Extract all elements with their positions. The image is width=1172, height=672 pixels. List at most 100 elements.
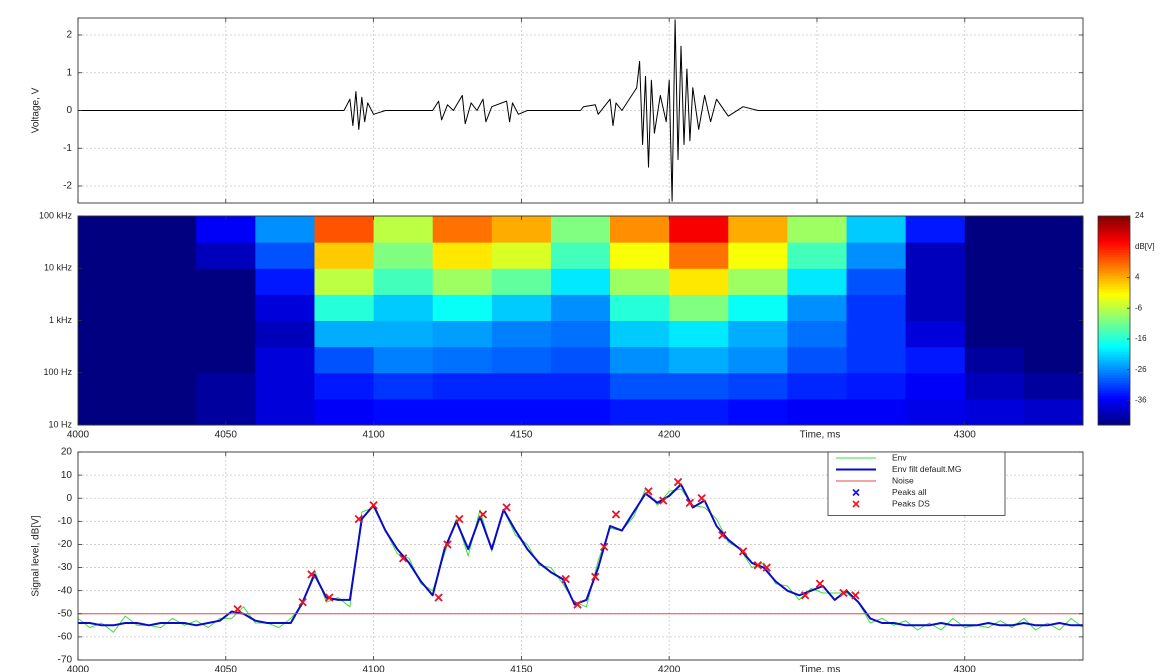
colorbar-swatch — [1098, 247, 1130, 251]
y-axis-label: Signal level, dB[V] — [31, 515, 42, 596]
heat-cell — [905, 268, 966, 295]
heat-cell — [610, 216, 670, 243]
heat-cell — [373, 372, 434, 400]
colorbar-swatch — [1098, 336, 1130, 340]
heat-cell — [196, 372, 256, 400]
colorbar-swatch — [1098, 252, 1130, 256]
y-tick-label: -60 — [58, 632, 73, 643]
colorbar-swatch — [1098, 346, 1130, 350]
heat-cell — [137, 398, 197, 426]
heat-cell — [78, 216, 138, 243]
heat-cell — [373, 216, 434, 243]
x-axis-label: Time, ms — [800, 430, 841, 441]
colorbar-swatch — [1098, 257, 1130, 261]
heat-cell — [491, 294, 552, 321]
peak-marker — [369, 501, 378, 510]
peak-marker — [478, 510, 488, 519]
colorbar-swatch — [1098, 417, 1130, 421]
legend-label: Peaks DS — [892, 498, 930, 508]
heat-cell — [255, 398, 315, 426]
colorbar-swatch — [1098, 310, 1130, 314]
heat-cell — [905, 216, 966, 243]
heat-cell — [846, 320, 907, 348]
y-tick-label: 1 — [66, 67, 72, 78]
colorbar-swatch — [1098, 239, 1130, 243]
colorbar-swatch — [1098, 406, 1130, 410]
heat-cell — [373, 320, 434, 348]
colorbar-swatch — [1098, 323, 1130, 327]
heat-cell — [787, 294, 848, 321]
colorbar-swatch — [1098, 393, 1130, 397]
colorbar-swatch — [1098, 370, 1130, 374]
heat-cell — [728, 346, 788, 374]
heat-cell — [728, 216, 788, 243]
heat-cell — [137, 346, 197, 374]
colorbar-swatch — [1098, 385, 1130, 389]
colorbar-tick-label: -36 — [1135, 396, 1147, 405]
y-tick-label: 100 kHz — [39, 210, 73, 220]
colorbar-swatch — [1098, 294, 1130, 298]
colorbar-tick-label: 4 — [1135, 273, 1140, 282]
y-tick-label: -40 — [58, 585, 73, 596]
colorbar-swatch — [1098, 278, 1130, 282]
colorbar-swatch — [1098, 315, 1130, 319]
heat-cell — [314, 268, 375, 295]
peak-marker — [298, 598, 307, 607]
peak-marker — [307, 570, 316, 579]
heat-cell — [255, 216, 315, 243]
heat-cell — [610, 398, 670, 426]
y-axis-label: Voltage, V — [31, 87, 42, 133]
heat-cell — [669, 346, 729, 374]
heat-cell — [491, 372, 552, 400]
heat-cell — [314, 372, 375, 400]
heat-cell — [905, 320, 966, 348]
peak-marker — [354, 514, 363, 524]
peak-marker — [611, 510, 621, 519]
heat-cell — [314, 398, 375, 426]
colorbar-swatch — [1098, 289, 1130, 293]
heat-cell — [137, 320, 197, 348]
legend-marker — [852, 488, 860, 497]
heat-cell — [669, 398, 729, 426]
heat-cell — [1023, 294, 1084, 321]
x-tick-label: 4100 — [362, 430, 385, 441]
heat-cell — [787, 372, 848, 400]
x-tick-label: 4000 — [67, 430, 90, 441]
colorbar-tick-label: -6 — [1135, 303, 1143, 312]
heat-cell — [728, 294, 788, 321]
heat-cell — [196, 216, 256, 243]
colorbar-swatch — [1098, 328, 1130, 332]
y-tick-label: -1 — [63, 143, 72, 154]
heat-cell — [314, 294, 375, 321]
peak-marker — [455, 514, 464, 524]
heat-cell — [137, 268, 197, 295]
heat-cell — [905, 398, 966, 426]
heat-cell — [550, 294, 611, 321]
legend-label: Env filt default.MG — [892, 464, 961, 474]
heat-cell — [787, 242, 848, 269]
heat-cell — [550, 372, 611, 400]
heat-cell — [432, 372, 493, 400]
x-tick-label: 4200 — [658, 665, 681, 672]
heat-cell — [432, 398, 493, 426]
heat-cell — [255, 242, 315, 269]
heat-cell — [1023, 216, 1084, 243]
x-tick-label: 4300 — [954, 430, 977, 441]
colorbar-swatch — [1098, 367, 1130, 371]
heat-cell — [137, 372, 197, 400]
heat-cell — [905, 372, 966, 400]
colorbar-swatch — [1098, 218, 1130, 222]
peak-marker — [815, 579, 824, 588]
colorbar-swatch — [1098, 372, 1130, 376]
colorbar-swatch — [1098, 273, 1130, 277]
heat-cell — [314, 242, 375, 269]
heat-cell — [373, 268, 434, 295]
colorbar-swatch — [1098, 231, 1130, 235]
peak-marker — [697, 494, 706, 503]
heat-cell — [846, 268, 907, 295]
colorbar-tick-label: 24 — [1135, 211, 1144, 220]
peak-marker — [561, 575, 570, 584]
heat-cell — [610, 372, 670, 400]
heat-cell — [314, 216, 375, 243]
